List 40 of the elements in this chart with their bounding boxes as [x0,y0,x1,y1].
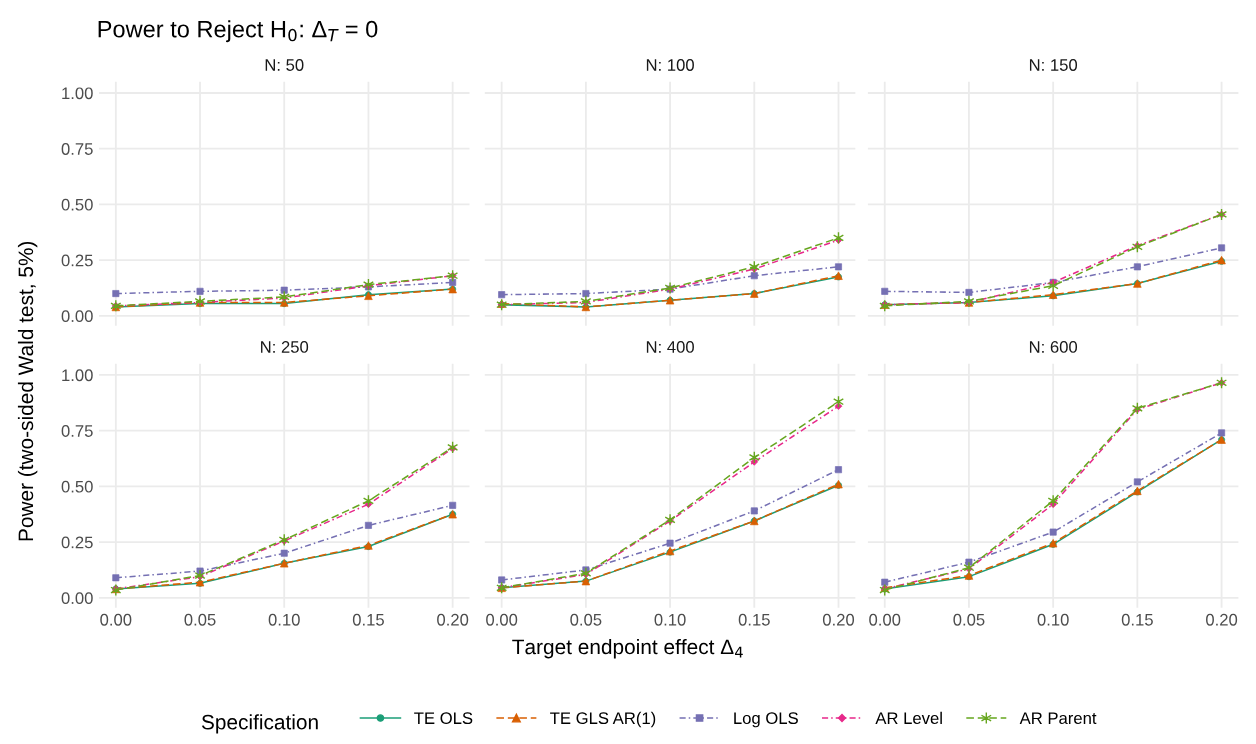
x-tick-label: 0.20 [822,613,855,626]
chart-title: N: 150 [1029,59,1078,71]
text: Power to Reject H$_{0}$: Δ$_{T}$ = 0 [98,20,378,43]
chart-title: N: 600 [1029,341,1078,353]
x-tick-label: 0.00 [486,613,518,626]
x-tick-label: 0.05 [953,613,985,626]
y-tick-label: 0.50 [61,198,93,211]
x-tick-label: 0.10 [268,613,300,626]
y-tick-label: 0.75 [61,143,93,155]
legend-label: TE GLS AR(1) [550,711,656,728]
x-tick-label: 0.10 [1037,613,1069,626]
x-tick-label: 0.05 [184,613,216,626]
y-axis-title: Power (two-sided Wald test, 5%) [17,241,38,541]
x-tick-label: 0.10 [654,613,686,626]
x-tick-label: 0.20 [1206,613,1238,626]
y-tick-label: 0.25 [61,536,93,549]
x-tick-label: 0.00 [100,613,132,626]
chart-title: N: 250 [261,341,309,353]
legend-label: Log OLS [734,712,798,728]
chart-title: N: 100 [646,59,694,71]
x-tick-label: 0.15 [738,613,770,626]
y-tick-label: 0.00 [61,592,93,605]
x-tick-label: 0.00 [869,613,901,626]
y-tick-label: 0.75 [61,425,93,437]
legend-label: AR Level [875,711,942,725]
chart-title: N: 400 [646,341,694,353]
legend-label: TE OLS [414,712,473,725]
y-tick-label: 1.00 [62,87,93,100]
chart-title: N: 50 [265,59,304,71]
y-tick-label: 0.50 [61,480,93,493]
y-tick-label: 0.00 [61,310,93,323]
x-tick-label: 0.15 [1121,613,1153,626]
y-tick-label: 0.25 [61,254,93,267]
y-tick-label: 1.00 [62,369,93,382]
legend-label: AR Parent [1019,712,1097,725]
legend-title: Specification [201,714,318,734]
x-tick-label: 0.20 [437,613,469,626]
x-tick-label: 0.15 [352,613,384,626]
x-axis-title: Target endpoint effect Δ$_{4}$ [512,638,743,659]
x-tick-label: 0.05 [570,613,602,626]
